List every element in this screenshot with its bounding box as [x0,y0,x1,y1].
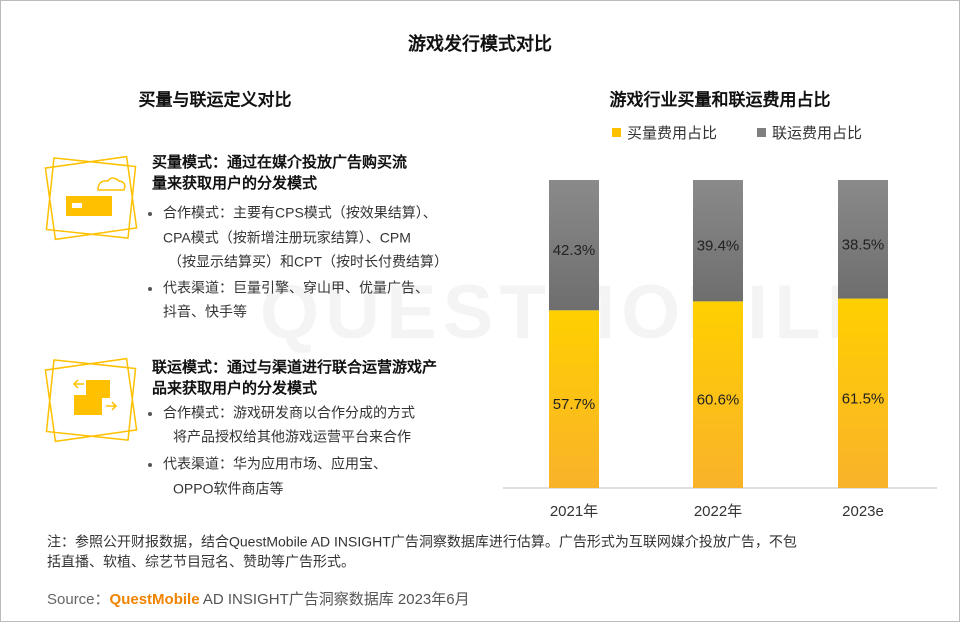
bullet-text: CPA模式（按新增注册玩家结算）、CPM [163,230,411,246]
bullet [148,412,152,416]
bullet-text: 抖音、快手等 [163,304,247,320]
x-tick-label: 2021年 [550,503,598,520]
bullet [148,212,152,216]
legend-label: 买量费用占比 [627,125,717,142]
bar-segment [549,310,599,488]
bar-segment [549,180,599,311]
value-label: 57.7% [553,396,596,413]
value-label: 39.4% [697,238,740,255]
bullet-text: （按显示结算买）和CPT（按时长付费结算） [168,254,448,270]
bullet-text: 合作模式：游戏研发商以合作分成的方式 [163,405,415,421]
legend-swatch [612,128,621,137]
block-title: 量来获取用户的分发模式 [152,174,317,192]
legend-label: 联运费用占比 [772,125,862,142]
x-tick-label: 2023e [842,503,884,520]
bar-segment [693,180,743,302]
bullet-text: 代表渠道：巨量引擎、穿山甲、优量广告、 [163,280,429,296]
note: 注：参照公开财报数据，结合QuestMobile AD INSIGHT广告洞察数… [47,534,797,550]
chart-title: 游戏行业买量和联运费用占比 [610,89,831,109]
value-label: 38.5% [842,236,885,253]
source-brand: QuestMobile [110,591,200,608]
left-heading: 买量与联运定义对比 [139,89,292,109]
source: Source：QuestMobile AD INSIGHT广告洞察数据库 202… [47,590,470,608]
page-title: 游戏发行模式对比 [408,33,552,54]
bullet-text: OPPO软件商店等 [173,481,283,497]
bar-segment [693,301,743,488]
value-label: 60.6% [697,392,740,409]
value-label: 61.5% [842,390,885,407]
block-title: 买量模式：通过在媒介投放广告购买流 [152,153,407,171]
legend-swatch [757,128,766,137]
bar-segment [838,180,888,299]
bullet-text: 代表渠道：华为应用市场、应用宝、 [163,456,387,472]
block-title: 联运模式：通过与渠道进行联合运营游戏产 [152,358,437,376]
note: 括直播、软植、综艺节目冠名、赞助等广告形式。 [47,554,355,570]
source-text: AD INSIGHT广告洞察数据库 2023年6月 [200,590,470,608]
bullet-text: 将产品授权给其他游戏运营平台来合作 [173,429,411,445]
icon-joint [44,357,138,443]
value-label: 42.3% [553,242,596,259]
icon-buy [44,155,138,241]
source-label: Source： [47,591,110,608]
x-tick-label: 2022年 [694,503,742,520]
bullet [148,287,152,291]
bullet [148,463,152,467]
block-title: 品来获取用户的分发模式 [152,379,317,397]
bar-segment [838,298,888,488]
bullet-text: 合作模式：主要有CPS模式（按效果结算）、 [163,205,437,221]
